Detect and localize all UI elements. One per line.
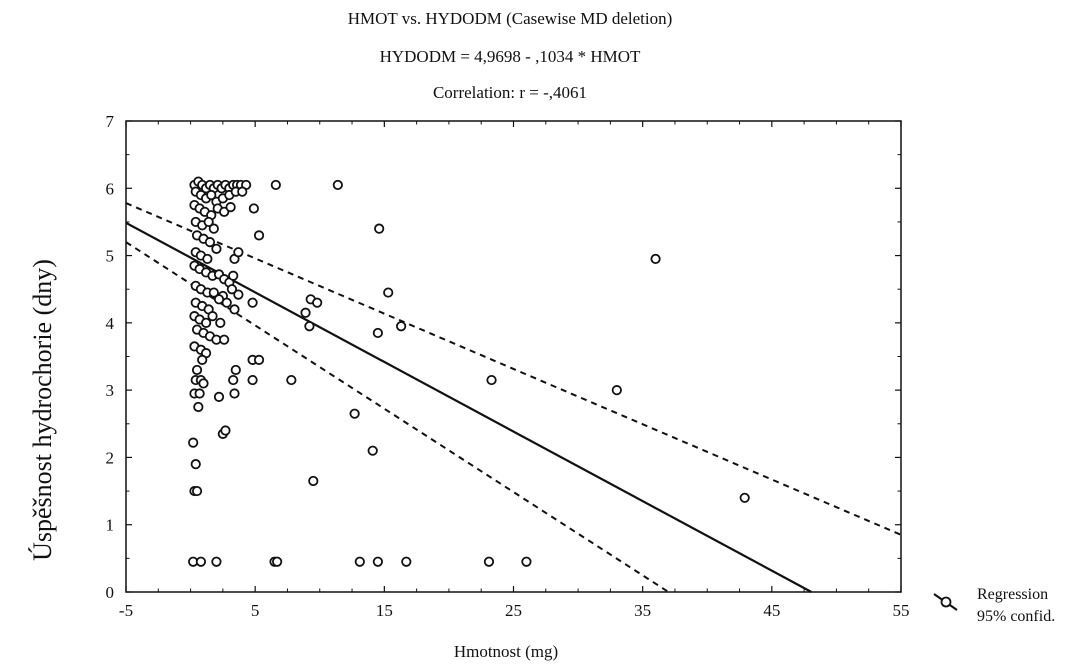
data-point bbox=[349, 408, 360, 419]
data-point bbox=[211, 556, 222, 567]
data-point bbox=[304, 321, 315, 332]
data-point bbox=[228, 374, 239, 386]
data-point bbox=[211, 243, 222, 254]
data-point bbox=[230, 364, 241, 376]
data-point bbox=[221, 297, 232, 308]
y-tick-label: 3 bbox=[106, 381, 115, 400]
data-point bbox=[206, 189, 217, 201]
data-point bbox=[233, 247, 244, 258]
data-point bbox=[237, 186, 248, 197]
x-tick-label: 5 bbox=[251, 601, 260, 620]
data-point bbox=[193, 401, 204, 413]
y-tick-label: 1 bbox=[106, 516, 115, 535]
data-point bbox=[220, 425, 231, 436]
data-point bbox=[208, 223, 219, 234]
legend-confidence-label: 95% confid. bbox=[977, 608, 1055, 625]
data-point bbox=[219, 334, 230, 345]
y-tick-label: 6 bbox=[106, 179, 115, 198]
data-point bbox=[202, 253, 213, 265]
data-point bbox=[195, 556, 207, 567]
data-point bbox=[270, 179, 281, 191]
data-point bbox=[486, 374, 497, 386]
x-tick-label: 15 bbox=[376, 601, 393, 620]
y-tick-label: 4 bbox=[106, 314, 115, 333]
data-point bbox=[203, 216, 214, 228]
y-tick-label: 0 bbox=[106, 583, 115, 602]
data-point bbox=[207, 311, 218, 322]
data-point bbox=[286, 374, 297, 386]
x-tick-label: 55 bbox=[893, 601, 910, 620]
data-point bbox=[253, 230, 265, 241]
data-point bbox=[611, 385, 622, 396]
data-point bbox=[190, 459, 201, 470]
y-axis-label: Úspěšnost hydrochorie (dny) bbox=[28, 259, 57, 561]
data-point bbox=[226, 284, 238, 295]
chart-correlation: Correlation: r = -,4061 bbox=[433, 83, 587, 102]
chart-title: HMOT vs. HYDODM (Casewise MD deletion) bbox=[348, 9, 673, 28]
data-point bbox=[248, 203, 259, 214]
data-point bbox=[354, 556, 365, 567]
x-tick-label: 25 bbox=[505, 601, 522, 620]
y-tick-label: 5 bbox=[106, 247, 115, 266]
data-point bbox=[229, 304, 240, 315]
regression-line bbox=[125, 221, 812, 593]
data-point bbox=[650, 253, 661, 265]
x-tick-label: 35 bbox=[634, 601, 651, 620]
chart-equation: HYDODM = 4,9698 - ,1034 * HMOT bbox=[380, 47, 641, 66]
data-point bbox=[225, 202, 236, 213]
data-point bbox=[300, 307, 311, 318]
data-point bbox=[198, 378, 209, 389]
x-axis-label: Hmotnost (mg) bbox=[454, 642, 558, 661]
data-point bbox=[197, 354, 208, 365]
data-point bbox=[372, 556, 383, 567]
y-tick-label: 7 bbox=[106, 112, 115, 131]
data-point bbox=[208, 287, 219, 298]
data-point bbox=[521, 556, 532, 567]
legend-regression-label: Regression bbox=[977, 586, 1048, 603]
data-point bbox=[739, 492, 750, 503]
legend: Regression 95% confid. bbox=[933, 586, 1055, 625]
data-point bbox=[372, 327, 383, 339]
x-tick-label: -5 bbox=[119, 601, 133, 620]
data-point bbox=[215, 317, 226, 328]
confidence-band-upper bbox=[125, 202, 902, 536]
y-tick-label: 2 bbox=[106, 448, 115, 467]
data-point bbox=[247, 374, 258, 386]
data-point bbox=[188, 437, 199, 448]
data-point bbox=[191, 485, 203, 497]
data-point bbox=[247, 297, 258, 308]
data-point bbox=[483, 556, 495, 567]
x-tick-label: 45 bbox=[763, 601, 780, 620]
data-point bbox=[191, 364, 203, 376]
data-point bbox=[367, 445, 378, 456]
legend-marker-icon bbox=[940, 596, 952, 608]
data-point bbox=[228, 270, 239, 281]
data-point bbox=[253, 354, 265, 365]
confidence-band-lower bbox=[125, 241, 670, 593]
data-point bbox=[200, 317, 212, 328]
data-point bbox=[374, 223, 385, 234]
data-point bbox=[383, 287, 394, 298]
data-point bbox=[332, 179, 343, 191]
data-point bbox=[308, 475, 319, 487]
data-point bbox=[233, 289, 244, 300]
data-point bbox=[272, 556, 283, 567]
data-point bbox=[213, 391, 225, 402]
data-point bbox=[312, 297, 323, 308]
data-point bbox=[194, 388, 205, 399]
data-point bbox=[204, 237, 216, 248]
data-point bbox=[401, 556, 412, 567]
data-point bbox=[396, 321, 407, 332]
data-point bbox=[229, 388, 240, 399]
